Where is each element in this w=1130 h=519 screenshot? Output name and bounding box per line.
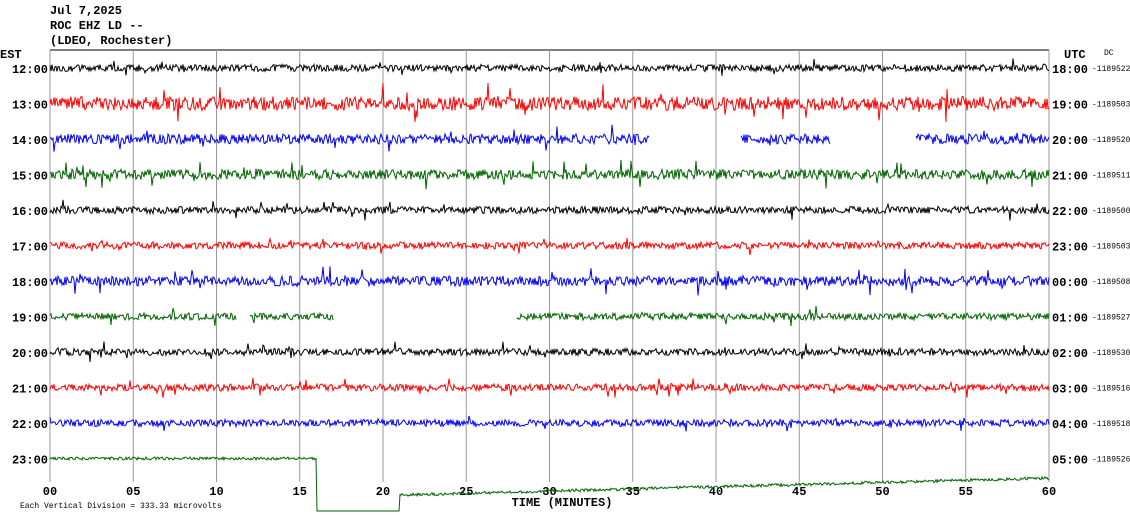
trace [49,236,1050,256]
dc-value: -1189500 [1092,207,1130,216]
dc-value: -1189530 [1092,349,1130,358]
x-label: TIME (MINUTES) [512,496,613,510]
est-label: 15:00 [12,170,48,184]
x-tick-label: 60 [1042,485,1056,499]
x-tick-label: 10 [209,485,223,499]
x-tick-label: 40 [709,485,723,499]
dc-value: -1189508 [1092,278,1130,287]
est-label: 21:00 [12,383,48,397]
left-zone: EST [0,48,22,62]
dc-value: -1189511 [1092,172,1130,181]
trace [49,159,1050,190]
est-label: 12:00 [12,63,48,77]
x-tick-label: 50 [875,485,889,499]
trace [49,341,1050,362]
est-label: 23:00 [12,454,48,468]
dc-value: -1189522 [1092,65,1130,74]
trace [49,82,1050,122]
utc-label: 02:00 [1052,347,1088,361]
utc-label: 00:00 [1052,276,1088,290]
dc-value: -1189516 [1092,385,1130,394]
dc-value: -1189503 [1092,243,1130,252]
x-tick-label: 30 [542,485,556,499]
dc-value: -1189527 [1092,314,1130,323]
x-tick-label: 20 [376,485,390,499]
est-label: 13:00 [12,99,48,113]
est-label: 14:00 [12,134,48,148]
est-label: 20:00 [12,347,48,361]
utc-label: 04:00 [1052,418,1088,432]
trace [49,455,1049,512]
utc-label: 18:00 [1052,63,1088,77]
est-label: 19:00 [12,312,48,326]
network: (LDEO, Rochester) [50,34,172,48]
x-tick-label: 15 [293,485,307,499]
utc-label: 20:00 [1052,134,1088,148]
trace [49,266,1050,296]
est-label: 22:00 [12,418,48,432]
x-tick-label: 00 [43,485,57,499]
station: ROC EHZ LD -- [50,19,144,33]
x-tick-label: 05 [126,485,140,499]
dc-value: -1189503 [1092,101,1130,110]
utc-label: 03:00 [1052,383,1088,397]
est-label: 16:00 [12,205,48,219]
dc-value: -1189518 [1092,420,1130,429]
trace [49,124,1050,152]
utc-label: 23:00 [1052,241,1088,255]
utc-label: 21:00 [1052,170,1088,184]
date: Jul 7,2025 [50,4,122,18]
right-zone: UTC [1064,48,1086,62]
trace [49,306,1050,326]
est-label: 18:00 [12,276,48,290]
x-tick-label: 25 [459,485,473,499]
trace [49,199,1050,221]
utc-label: 22:00 [1052,205,1088,219]
est-label: 17:00 [12,241,48,255]
footnote: Each Vertical Division = 333.33 microvol… [20,502,222,511]
trace [49,415,1050,432]
utc-label: 19:00 [1052,99,1088,113]
x-tick-label: 45 [792,485,806,499]
trace [49,377,1050,398]
dc-value: -1189520 [1092,136,1130,145]
utc-label: 05:00 [1052,454,1088,468]
utc-label: 01:00 [1052,312,1088,326]
dc-label: DC [1104,49,1114,58]
x-tick-label: 55 [959,485,973,499]
trace [49,58,1050,76]
dc-value: -1189526 [1092,456,1130,465]
